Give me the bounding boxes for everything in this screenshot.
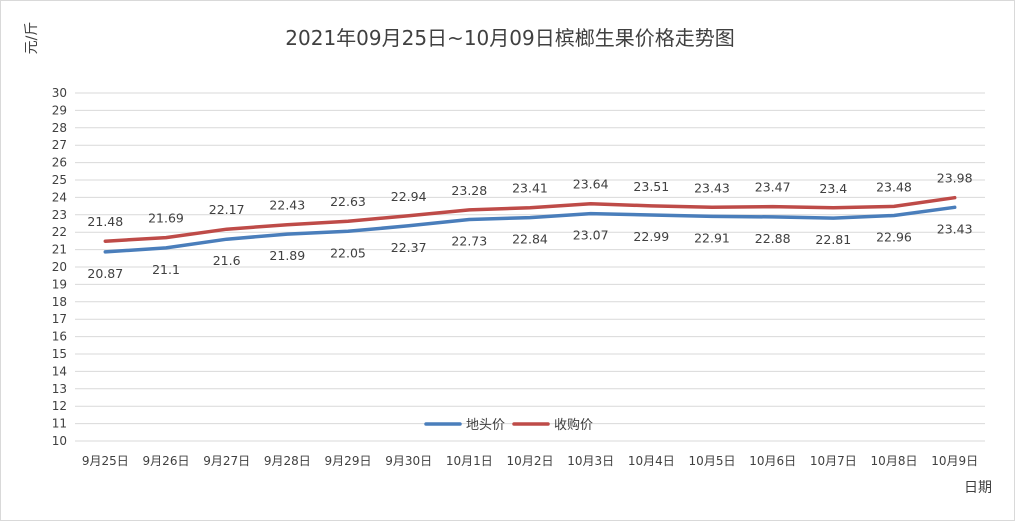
data-label-series-0: 22.37: [391, 240, 427, 255]
y-tick-label: 27: [52, 138, 67, 152]
x-tick-label: 10月4日: [628, 454, 675, 468]
data-label-series-1: 23.64: [573, 177, 609, 192]
y-axis-ticks: 10 11 12 13 14 15 16 17 18 19 20 21 22 23 24 25 26 27 28 29…: [52, 86, 67, 448]
x-tick-label: 10月9日: [931, 454, 978, 468]
x-tick-label: 10月1日: [446, 454, 493, 468]
data-label-series-1: 23.41: [512, 181, 548, 196]
data-label-series-1: 23.43: [694, 180, 730, 195]
y-tick-label: 15: [52, 347, 67, 361]
y-tick-label: 10: [52, 434, 67, 448]
data-label-series-0: 23.07: [573, 228, 609, 243]
y-tick-label: 30: [52, 86, 67, 100]
data-label-series-0: 22.81: [815, 232, 851, 247]
y-axis-label: 元/斤: [24, 22, 40, 55]
x-tick-label: 10月5日: [689, 454, 736, 468]
y-tick-label: 17: [52, 312, 67, 326]
x-tick-label: 9月25日: [82, 454, 129, 468]
y-tick-label: 29: [52, 103, 67, 117]
gridlines: [75, 92, 985, 442]
data-label-series-1: 23.48: [876, 179, 912, 194]
data-label-series-0: 20.87: [87, 266, 123, 281]
series-lines: [103, 195, 957, 254]
data-label-series-0: 22.99: [633, 229, 669, 244]
y-tick-label: 16: [52, 330, 67, 344]
legend-label-1: 收购价: [554, 417, 593, 433]
series-line-0: [103, 205, 957, 254]
data-label-series-0: 23.43: [937, 221, 973, 236]
data-label-series-0: 22.96: [876, 229, 912, 244]
x-tick-label: 10月7日: [810, 454, 857, 468]
y-tick-label: 26: [52, 156, 67, 170]
y-tick-label: 28: [52, 121, 67, 135]
data-label-series-1: 23.28: [451, 183, 487, 198]
x-tick-label: 9月30日: [385, 454, 432, 468]
x-axis-label: 日期: [964, 480, 992, 496]
data-label-series-0: 22.73: [451, 233, 487, 248]
data-label-series-1: 23.51: [633, 179, 669, 194]
y-tick-label: 19: [52, 277, 67, 291]
data-label-series-0: 21.6: [213, 253, 241, 268]
data-labels: 20.87 21.1 21.6 21.89 22.05 22.37 22.73 22.84 23…: [87, 171, 972, 281]
y-tick-label: 23: [52, 208, 67, 222]
x-tick-label: 10月8日: [871, 454, 918, 468]
data-label-series-1: 22.43: [269, 198, 305, 213]
data-label-series-1: 21.69: [148, 211, 184, 226]
data-label-series-0: 22.91: [694, 230, 730, 245]
x-tick-label: 9月29日: [325, 454, 372, 468]
data-label-series-1: 21.48: [87, 214, 123, 229]
y-tick-label: 22: [52, 225, 67, 239]
x-tick-label: 10月6日: [749, 454, 796, 468]
y-tick-label: 24: [52, 190, 67, 204]
data-label-series-0: 22.05: [330, 245, 366, 260]
data-label-series-0: 22.84: [512, 232, 548, 247]
data-label-series-0: 22.88: [755, 231, 791, 246]
y-tick-label: 20: [52, 260, 67, 274]
y-tick-label: 21: [52, 243, 67, 257]
y-tick-label: 13: [52, 382, 67, 396]
x-axis-ticks: 9月25日 9月26日 9月27日 9月28日 9月29日 9月30日 10月1日 10月2日…: [82, 454, 978, 468]
chart-title: 2021年09月25日~10月09日槟榔生果价格走势图: [285, 26, 734, 50]
x-tick-label: 10月2日: [507, 454, 554, 468]
series-line-1: [103, 195, 957, 243]
y-tick-label: 25: [52, 173, 67, 187]
data-label-series-1: 23.98: [937, 171, 973, 186]
x-tick-label: 9月26日: [143, 454, 190, 468]
legend-label-0: 地头价: [466, 418, 505, 433]
legend: 地头价 收购价: [424, 417, 593, 433]
x-tick-label: 10月3日: [567, 454, 614, 468]
data-label-series-1: 22.17: [209, 202, 245, 217]
data-label-series-1: 22.94: [391, 189, 427, 204]
data-label-series-0: 21.1: [152, 262, 180, 277]
x-tick-label: 9月28日: [264, 454, 311, 468]
data-label-series-1: 23.4: [819, 181, 847, 196]
data-label-series-1: 23.47: [755, 180, 791, 195]
y-tick-label: 18: [52, 295, 67, 309]
x-tick-label: 9月27日: [203, 454, 250, 468]
y-tick-label: 12: [52, 399, 67, 413]
data-label-series-1: 22.63: [330, 194, 366, 209]
y-tick-label: 11: [52, 417, 67, 431]
data-label-series-0: 21.89: [269, 248, 305, 263]
y-tick-label: 14: [52, 364, 67, 378]
